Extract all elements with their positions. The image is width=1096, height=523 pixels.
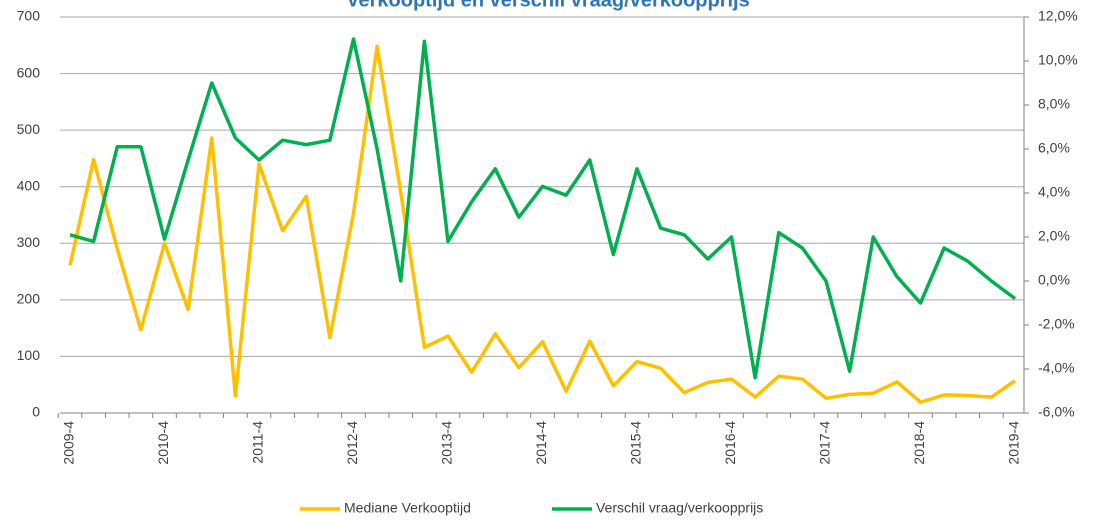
series-line <box>69 37 1017 380</box>
x-tick-label: 2011-4 <box>250 421 266 464</box>
x-tick-label: 2016-4 <box>722 421 738 465</box>
y-tick-label: 400 <box>17 177 41 193</box>
y-tick-label: 200 <box>17 291 41 307</box>
chart-title: Verkooptijd en verschil vraag/verkooppri… <box>346 0 750 11</box>
y2-tick-label: 10,0% <box>1038 52 1078 68</box>
x-tick-label: 2010-4 <box>155 421 171 465</box>
x-tick-label: 2009-4 <box>61 421 77 465</box>
x-tick-label: 2012-4 <box>344 421 360 465</box>
y-tick-label: 700 <box>17 8 41 24</box>
y2-tick-label: 2,0% <box>1038 228 1070 244</box>
y-tick-label: 300 <box>17 234 41 250</box>
y-tick-label: 600 <box>17 64 41 80</box>
x-tick-label: 2017-4 <box>817 421 833 465</box>
legend-label: Verschil vraag/verkoopprijs <box>596 500 763 516</box>
y-tick-label: 0 <box>32 404 40 420</box>
y2-tick-label: 4,0% <box>1038 184 1070 200</box>
y2-tick-label: 0,0% <box>1038 272 1070 288</box>
y-tick-label: 500 <box>17 121 41 137</box>
y2-tick-label: -6,0% <box>1038 404 1075 420</box>
x-tick-label: 2018-4 <box>911 421 927 465</box>
x-tick-label: 2015-4 <box>628 421 644 465</box>
y-tick-label: 100 <box>17 347 41 363</box>
y2-tick-label: -2,0% <box>1038 316 1075 332</box>
x-tick-label: 2013-4 <box>439 421 455 465</box>
y2-tick-label: 8,0% <box>1038 96 1070 112</box>
y2-tick-label: -4,0% <box>1038 360 1075 376</box>
y2-tick-label: 12,0% <box>1038 8 1078 24</box>
y2-tick-label: 6,0% <box>1038 140 1070 156</box>
x-tick-label: 2019-4 <box>1006 421 1022 465</box>
legend-label: Mediane Verkooptijd <box>344 500 471 516</box>
series-line <box>68 44 1016 405</box>
x-tick-label: 2014-4 <box>533 421 549 465</box>
